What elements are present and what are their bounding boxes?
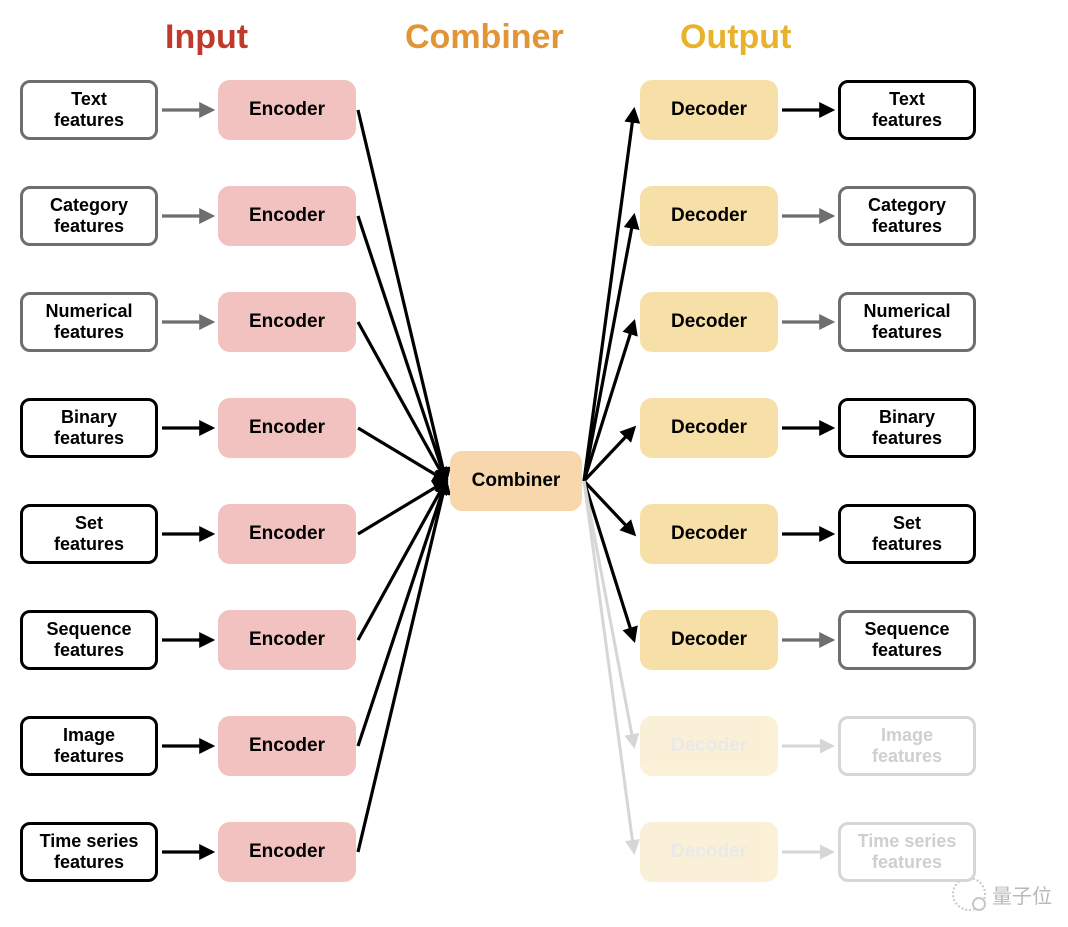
watermark-text: 量子位 bbox=[992, 880, 1052, 909]
input-header: Input bbox=[165, 18, 248, 57]
output-feature: Imagefeatures bbox=[838, 716, 976, 776]
decoder-node: Decoder bbox=[640, 610, 778, 670]
watermark: 量子位 bbox=[952, 877, 1052, 911]
combiner-node: Combiner bbox=[450, 451, 582, 511]
input-feature: Time seriesfeatures bbox=[20, 822, 158, 882]
decoder-node: Decoder bbox=[640, 716, 778, 776]
input-feature: Binaryfeatures bbox=[20, 398, 158, 458]
decoder-node: Decoder bbox=[640, 292, 778, 352]
decoder-node: Decoder bbox=[640, 186, 778, 246]
output-feature: Categoryfeatures bbox=[838, 186, 976, 246]
decoder-node: Decoder bbox=[640, 80, 778, 140]
input-feature: Textfeatures bbox=[20, 80, 158, 140]
architecture-diagram: 量子位 Input Combiner Output Combiner Textfeatu… bbox=[0, 0, 1068, 927]
decoder-node: Decoder bbox=[640, 822, 778, 882]
combiner-header: Combiner bbox=[405, 18, 564, 57]
encoder-node: Encoder bbox=[218, 186, 356, 246]
wechat-icon bbox=[952, 877, 986, 911]
decoder-node: Decoder bbox=[640, 398, 778, 458]
encoder-node: Encoder bbox=[218, 292, 356, 352]
output-feature: Binaryfeatures bbox=[838, 398, 976, 458]
encoder-node: Encoder bbox=[218, 716, 356, 776]
encoder-node: Encoder bbox=[218, 822, 356, 882]
encoder-node: Encoder bbox=[218, 610, 356, 670]
output-feature: Setfeatures bbox=[838, 504, 976, 564]
input-feature: Categoryfeatures bbox=[20, 186, 158, 246]
decoder-node: Decoder bbox=[640, 504, 778, 564]
encoder-node: Encoder bbox=[218, 504, 356, 564]
output-feature: Sequencefeatures bbox=[838, 610, 976, 670]
input-feature: Setfeatures bbox=[20, 504, 158, 564]
encoder-node: Encoder bbox=[218, 398, 356, 458]
input-feature: Sequencefeatures bbox=[20, 610, 158, 670]
input-feature: Imagefeatures bbox=[20, 716, 158, 776]
output-feature: Numericalfeatures bbox=[838, 292, 976, 352]
encoder-node: Encoder bbox=[218, 80, 356, 140]
input-feature: Numericalfeatures bbox=[20, 292, 158, 352]
output-feature: Textfeatures bbox=[838, 80, 976, 140]
output-header: Output bbox=[680, 18, 791, 57]
output-feature: Time seriesfeatures bbox=[838, 822, 976, 882]
